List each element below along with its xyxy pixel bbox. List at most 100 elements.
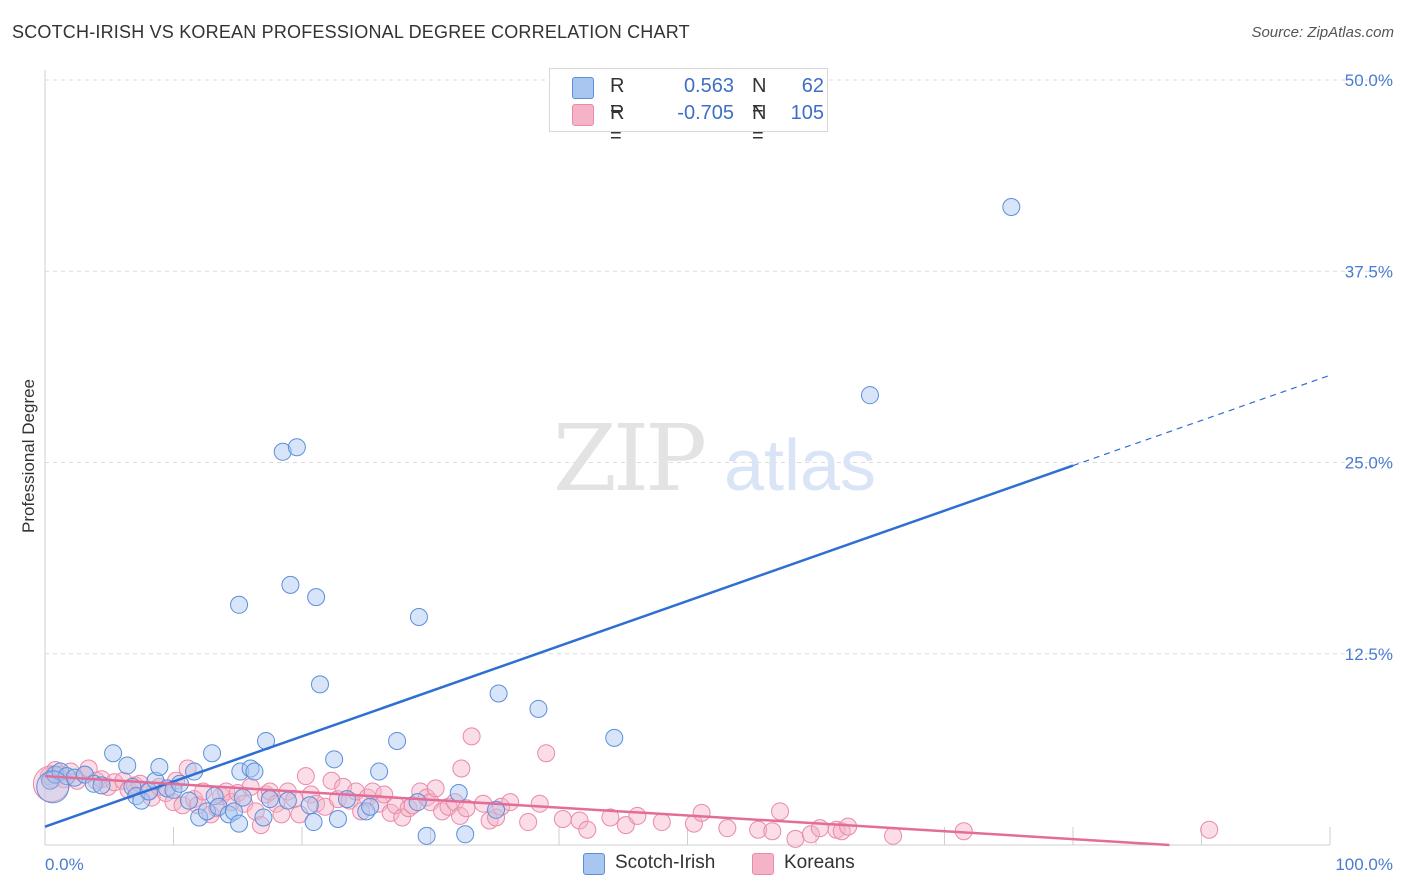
scotch-irish-point xyxy=(417,826,436,845)
scotch-irish-point xyxy=(860,386,879,405)
scotch-irish-point xyxy=(361,797,380,816)
scotch-irish-point xyxy=(449,783,468,802)
legend-swatch-blue xyxy=(572,77,594,99)
y-tick-label: 12.5% xyxy=(1345,645,1393,664)
scotch-irish-point xyxy=(230,595,249,614)
koreans-point xyxy=(98,777,117,796)
watermark: ZIP atlas xyxy=(553,405,876,512)
koreans-point xyxy=(801,825,820,844)
legend-r-value: 0.563 xyxy=(683,75,734,97)
koreans-point xyxy=(884,826,903,845)
koreans-point xyxy=(462,727,481,746)
scotch-irish-point xyxy=(487,800,506,819)
scotch-irish-point xyxy=(408,793,427,812)
x-tick-labels: 0.0% 100.0% xyxy=(45,855,1393,874)
scotch-irish-point xyxy=(219,805,238,824)
bottom-legend-swatch-pink xyxy=(752,853,774,875)
scotch-irish-point xyxy=(388,731,407,750)
bottom-legend-swatch-blue xyxy=(583,853,605,875)
scotch-irish-point xyxy=(260,790,279,809)
scotch-irish-point xyxy=(179,791,198,810)
koreans-point xyxy=(832,822,851,841)
scotch-irish-point xyxy=(104,744,123,763)
scotch-irish-point xyxy=(278,791,297,810)
koreans-point xyxy=(375,785,394,804)
y-axis-label: Professional Degree xyxy=(19,379,38,533)
scotch-irish-point xyxy=(1002,197,1021,216)
scotch-irish-point xyxy=(150,757,169,776)
scotch-irish-point xyxy=(489,684,508,703)
koreans-point xyxy=(537,744,556,763)
koreans-point xyxy=(487,808,506,827)
trend-lines xyxy=(44,374,1331,847)
koreans-point xyxy=(492,797,511,816)
scotch-irish-point xyxy=(529,699,548,718)
scotch-irish-point xyxy=(328,809,347,828)
scotch-irish-point xyxy=(197,802,216,821)
scotch-irish-point xyxy=(36,770,70,804)
legend-r-label: R = xyxy=(610,75,625,120)
scotch-irish-point xyxy=(304,813,323,832)
koreans-point xyxy=(718,819,737,838)
scotch-irish-point xyxy=(370,762,389,781)
scotch-irish-point xyxy=(281,575,300,594)
koreans-point xyxy=(403,796,422,815)
y-tick-label: 37.5% xyxy=(1345,262,1393,281)
scotch-irish-point xyxy=(273,442,292,461)
scotch-irish-point xyxy=(456,825,475,844)
koreans-point xyxy=(786,829,805,848)
koreans-point xyxy=(296,767,315,786)
koreans-trend-line xyxy=(44,774,1170,847)
koreans-point xyxy=(290,805,309,824)
koreans-point xyxy=(553,809,572,828)
scotch-irish-point xyxy=(231,762,250,781)
scotch-irish-point xyxy=(307,588,326,607)
koreans-point xyxy=(601,808,620,827)
koreans-point xyxy=(173,796,192,815)
scotch-irish-point xyxy=(310,675,329,694)
y-tick-label: 50.0% xyxy=(1345,71,1393,90)
y-tick-labels: 12.5% 25.0% 37.5% 50.0% xyxy=(1345,71,1393,664)
scotch-irish-trend-line xyxy=(44,464,1074,828)
legend-n-value: 62 xyxy=(801,75,824,97)
koreans-point xyxy=(570,811,589,830)
axes xyxy=(44,70,1331,846)
koreans-point xyxy=(241,777,260,796)
scotch-irish-point xyxy=(325,750,344,769)
y-tick-label: 25.0% xyxy=(1345,454,1393,473)
legend-swatch-pink xyxy=(572,104,594,126)
scotch-irish-point xyxy=(118,756,137,775)
legend-r-label: R = xyxy=(610,102,625,147)
koreans-point xyxy=(393,808,412,827)
watermark-zip: ZIP xyxy=(553,405,704,512)
x-tick-label: 0.0% xyxy=(45,855,84,874)
legend-n-value: 105 xyxy=(790,102,824,124)
scotch-irish-point xyxy=(203,744,222,763)
scotch-irish-points xyxy=(36,197,1021,845)
koreans-point xyxy=(452,759,471,778)
koreans-point xyxy=(433,802,452,821)
koreans-point xyxy=(322,771,341,790)
bottom-legend-label: Scotch-Irish xyxy=(615,852,716,873)
scotch-irish-point xyxy=(300,796,319,815)
watermark-atlas: atlas xyxy=(724,426,876,506)
koreans-point xyxy=(763,822,782,841)
legend-r-value: -0.705 xyxy=(677,102,734,124)
koreans-point xyxy=(530,794,549,813)
scotch-irish-point xyxy=(287,438,306,457)
koreans-point xyxy=(519,813,538,832)
bottom-legend-label: Koreans xyxy=(784,852,855,873)
koreans-point xyxy=(267,794,286,813)
koreans-point xyxy=(426,779,445,798)
koreans-point xyxy=(628,806,647,825)
koreans-point xyxy=(692,803,711,822)
correlation-legend: R = 0.563 N = 62 R = -0.705 N = 105 xyxy=(549,68,828,147)
koreans-point xyxy=(771,802,790,821)
scotch-irish-point xyxy=(245,762,264,781)
koreans-point xyxy=(578,820,597,839)
koreans-point xyxy=(451,806,470,825)
scotch-irish-point xyxy=(605,728,624,747)
legend-n-label: N = xyxy=(752,75,767,120)
koreans-point xyxy=(501,793,520,812)
